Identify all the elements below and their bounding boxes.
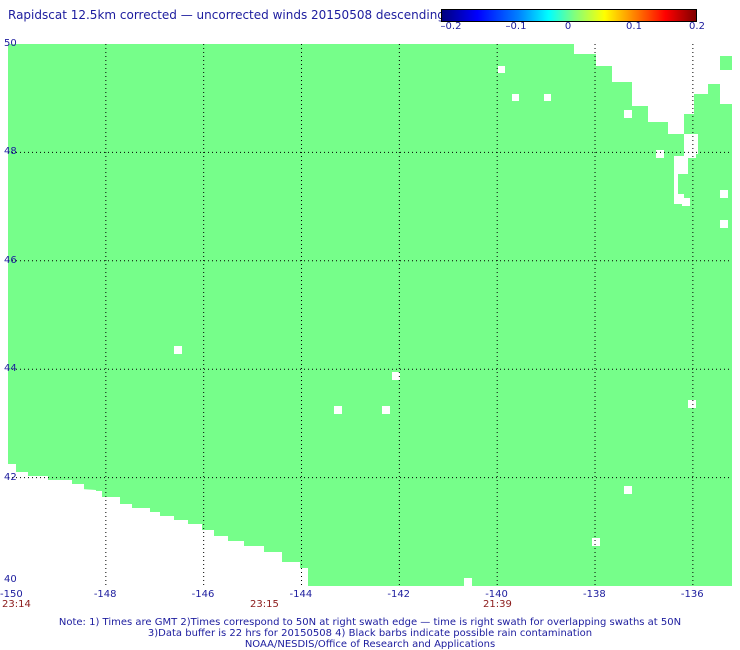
- swath-gap-right-edge: [674, 134, 698, 204]
- missing-cell: [682, 198, 690, 206]
- colorbar-tick: –0.1: [505, 21, 527, 32]
- lat-tick-label: 50: [4, 38, 17, 49]
- graticule: [8, 44, 732, 586]
- missing-cell: [648, 48, 656, 56]
- colorbar: [441, 9, 697, 22]
- missing-cell: [392, 372, 400, 380]
- missing-cell: [464, 578, 472, 586]
- missing-cell: [382, 406, 390, 414]
- footnote-line: NOAA/NESDIS/Office of Research and Appli…: [244, 639, 496, 650]
- missing-cell: [334, 406, 342, 414]
- map-title: Rapidscat 12.5km corrected — uncorrected…: [8, 8, 445, 22]
- lon-tick-label: -136: [680, 589, 704, 600]
- lon-tick-label: -142: [387, 589, 411, 600]
- lat-tick-label: 42: [4, 471, 17, 483]
- lat-tick-label: 40: [4, 574, 17, 585]
- swath-gap-top-right: [574, 44, 732, 134]
- missing-cell: [688, 400, 696, 408]
- swath-gap-upper-right-2: [708, 70, 732, 104]
- map-plot: [8, 44, 732, 586]
- missing-cell: [656, 150, 664, 158]
- lat-tick-label: 46: [4, 254, 17, 266]
- lon-tick-label: -150: [0, 589, 23, 600]
- missing-cell: [624, 110, 632, 118]
- lon-tick-label: -140: [485, 589, 508, 600]
- lon-tick-label: -148: [93, 589, 117, 600]
- swath-time: 23:15: [250, 599, 279, 610]
- swath-time: 23:14: [2, 599, 31, 610]
- colorbar-tick: 0: [564, 21, 572, 32]
- missing-cell: [720, 220, 728, 228]
- missing-cell: [624, 486, 632, 494]
- swath-gap-lower-left: [8, 464, 308, 586]
- missing-cell: [512, 94, 519, 101]
- no-data-regions: [8, 44, 732, 586]
- missing-cell: [544, 94, 551, 101]
- missing-cell: [592, 538, 600, 546]
- missing-cell: [498, 66, 505, 73]
- colorbar-tick: –0.2: [440, 21, 462, 32]
- footnote-line: Note: 1) Times are GMT 2)Times correspon…: [58, 617, 682, 628]
- footnote-line: 3)Data buffer is 22 hrs for 20150508 4) …: [147, 628, 593, 639]
- lat-tick-label: 44: [4, 363, 17, 375]
- lon-tick-label: -144: [289, 589, 313, 600]
- lat-tick-label: 48: [4, 146, 17, 158]
- missing-cell: [720, 190, 728, 198]
- map-canvas: [8, 44, 732, 586]
- missing-cell: [688, 150, 696, 158]
- missing-cell: [174, 346, 182, 354]
- lon-tick-label: -146: [191, 589, 215, 600]
- colorbar-tick: 0.1: [626, 21, 642, 32]
- swath-gap-strip: [8, 484, 96, 496]
- colorbar-tick: 0.2: [689, 21, 705, 32]
- swath-time: 21:39: [483, 599, 512, 610]
- lon-tick-label: -138: [583, 589, 606, 600]
